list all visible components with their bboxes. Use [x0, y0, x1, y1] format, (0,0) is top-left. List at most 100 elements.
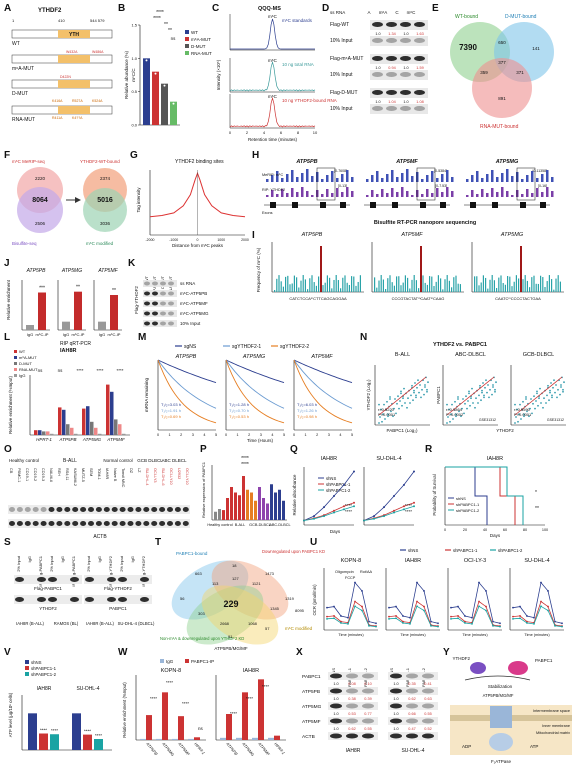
blot-col-label: IgG: [130, 556, 135, 562]
scatter-point: [522, 400, 524, 403]
coverage-bar: [306, 169, 309, 182]
frequency-bar: [457, 283, 459, 292]
highlight-box: [516, 167, 536, 201]
scatter-point: [515, 416, 517, 418]
blot-header: C: [395, 10, 399, 15]
decay-curve: [157, 359, 217, 384]
frequency-bar: [359, 275, 361, 292]
frequency-bar: [291, 283, 293, 292]
scatter-point: [557, 388, 559, 391]
sig-label: ****: [51, 728, 58, 733]
blot-band: [168, 281, 174, 286]
scatter-point: [484, 386, 486, 389]
blot-band: [400, 72, 411, 77]
scatter-point: [495, 381, 497, 384]
cell-label: SU-DHL-4 (DLBCL): [118, 621, 155, 626]
blot-quant: 0.55: [424, 712, 431, 716]
scatter-point: [426, 390, 428, 393]
frequency-bar: [376, 287, 378, 292]
mrna-strand: [464, 675, 531, 681]
blot-quant: 1.0: [333, 697, 338, 701]
frequency-bar: [302, 275, 304, 292]
x-tick-label: 0: [225, 433, 227, 437]
drug-label: Oligomycin: [335, 570, 354, 574]
blot-band: [346, 688, 358, 694]
scatter-point: [468, 390, 470, 393]
scatter-point: [419, 384, 421, 386]
y-axis-label: OCR (pmol/min): [312, 584, 317, 616]
sig-label: *: [535, 490, 537, 496]
trace-label: 10 ng YTHDF2-bound RNA: [282, 98, 337, 103]
coverage-bar: [501, 187, 504, 197]
scatter-point: [489, 388, 491, 391]
scatter-point: [549, 389, 551, 392]
blot-band: [406, 718, 418, 724]
coverage-bar: [391, 170, 394, 182]
panel-letter: B: [118, 3, 125, 14]
blot-band: [111, 521, 118, 526]
blot-band: [182, 507, 189, 512]
blot-band: [414, 106, 425, 111]
x-tick-label: 4: [203, 433, 205, 437]
scatter-point: [553, 379, 555, 382]
set-label: Bisulfite-seq: [12, 241, 37, 246]
scatter-point: [387, 415, 389, 418]
blot-band: [390, 703, 402, 709]
scatter-point: [477, 402, 479, 404]
coverage-bar: [386, 193, 389, 197]
scatter-point: [417, 379, 419, 382]
coverage-bar: [351, 191, 354, 197]
venn-value: 5016: [97, 197, 113, 204]
blot-quant: 0.35: [408, 682, 415, 686]
scatter-point: [380, 408, 382, 411]
pos-label: 544 579: [90, 18, 105, 23]
venn-value: 1473: [265, 571, 275, 576]
coverage-bar: [336, 178, 339, 182]
data-point: [163, 84, 166, 87]
lane-label: KASUMI-2: [73, 468, 77, 486]
ip-bar: [194, 737, 200, 740]
blot-strip: [370, 88, 428, 98]
blot-quant: 1.59: [416, 66, 423, 70]
exon: [440, 202, 446, 208]
survival-curve: [445, 466, 488, 525]
blot-band: [362, 688, 374, 694]
chart-title: RIP qRT-PCR: [60, 341, 91, 347]
expression-bar: [282, 500, 285, 520]
y-tick-label: 1.5: [131, 23, 137, 28]
bar-m6A-MUT: [86, 406, 90, 435]
gene-label: ATP5PB: [295, 159, 317, 165]
blot-band: [127, 507, 134, 512]
legend-label: D-MUT: [191, 44, 206, 49]
atp-bar: [83, 734, 92, 750]
coverage-bar: [446, 187, 449, 197]
scatter-point: [536, 390, 538, 393]
frequency-bar: [435, 281, 437, 292]
blot-band: [64, 507, 71, 512]
blot-quant: 1.0: [375, 66, 380, 70]
lane-label: DZ: [129, 468, 133, 474]
scatter-point: [479, 384, 481, 387]
expression-bar: [222, 510, 225, 520]
scatter-point: [478, 394, 480, 397]
coverage-bar: [451, 191, 454, 197]
coverage-bar: [376, 171, 379, 182]
construct-label: D-MUT: [12, 91, 28, 97]
legend-swatch: [185, 51, 189, 55]
scatter-point: [532, 402, 534, 405]
venn-value: 371: [516, 70, 524, 75]
schematic-label: ATP: [530, 744, 538, 749]
enrichment-bar: [26, 325, 34, 330]
blot-row-label: ACTB: [302, 734, 315, 740]
frequency-bar: [318, 276, 320, 292]
lane-label: CD19-2: [33, 468, 37, 481]
subpanel-title: IAH8R: [37, 686, 52, 692]
blot-band: [160, 281, 166, 286]
chart-title: YTHDF2 binding sites: [175, 159, 224, 165]
blot-band: [85, 577, 94, 582]
blot-band: [390, 733, 402, 739]
sig-label: ns: [58, 368, 64, 373]
blot-quant: 1.0: [375, 32, 380, 36]
expression-bar: [242, 476, 245, 520]
coverage-bar: [371, 175, 374, 182]
